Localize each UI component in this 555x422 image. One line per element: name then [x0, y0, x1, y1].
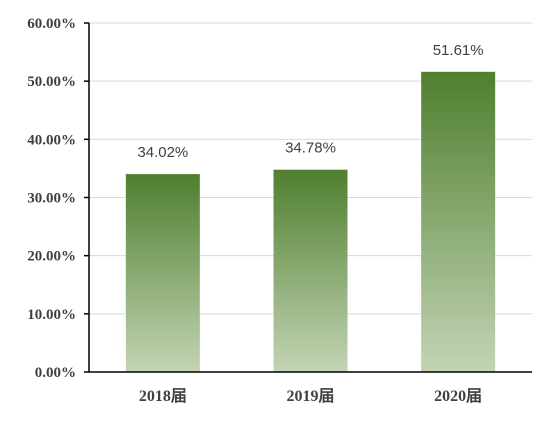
data-label: 51.61% [433, 42, 484, 59]
y-tick-label: 60.00% [27, 16, 76, 32]
bar-2019届 [273, 169, 348, 372]
y-tick-label: 50.00% [27, 74, 76, 90]
y-tick-label: 30.00% [27, 191, 76, 207]
x-tick-label: 2018届 [139, 387, 187, 405]
y-tick-label: 20.00% [27, 249, 76, 265]
bars [125, 71, 496, 373]
y-tick-label: 0.00% [35, 365, 76, 381]
y-tick-labels: 0.00% 10.00% 20.00% 30.00% 40.00% 50.00% 60.00… [27, 16, 76, 381]
y-tick-label: 40.00% [27, 132, 76, 148]
bar-2020届 [421, 71, 496, 373]
x-tick-label: 2020届 [434, 387, 482, 405]
data-label: 34.78% [285, 140, 336, 157]
x-tick-labels: 2018届 2019届 2020届 [139, 387, 482, 405]
bar-2018届 [125, 174, 200, 372]
y-tick-label: 10.00% [27, 307, 76, 323]
data-label: 34.02% [137, 144, 188, 161]
axes [84, 22, 532, 373]
data-labels: 34.02% 34.78% 51.61% [137, 42, 483, 161]
x-tick-label: 2019届 [286, 387, 334, 405]
